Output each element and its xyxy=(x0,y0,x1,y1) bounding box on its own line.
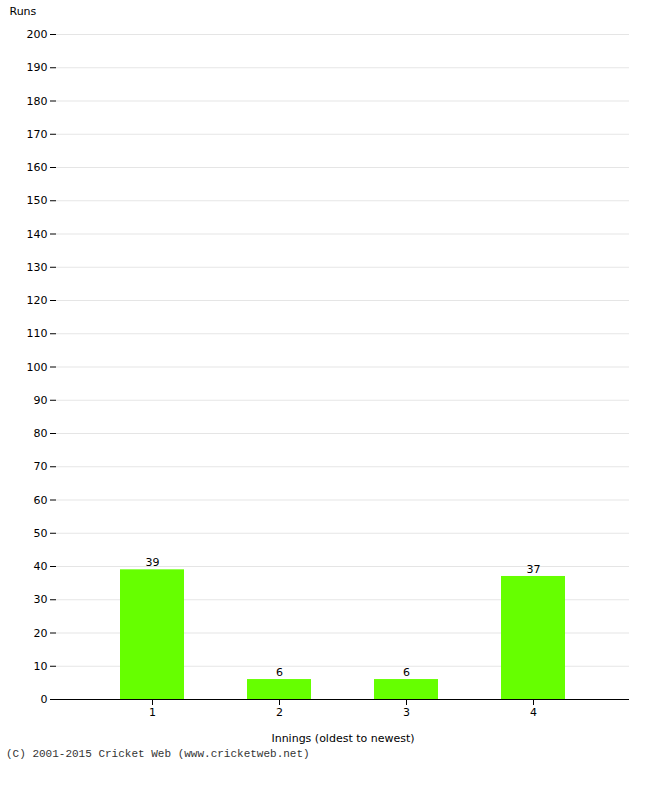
svg-text:180: 180 xyxy=(27,95,48,108)
svg-text:160: 160 xyxy=(27,161,48,174)
svg-text:10: 10 xyxy=(34,660,48,673)
svg-text:2: 2 xyxy=(276,706,283,719)
svg-text:1: 1 xyxy=(149,706,156,719)
svg-text:140: 140 xyxy=(27,228,48,241)
svg-text:39: 39 xyxy=(146,556,160,569)
svg-text:130: 130 xyxy=(27,261,48,274)
svg-text:Innings (oldest to newest): Innings (oldest to newest) xyxy=(271,732,414,745)
svg-text:6: 6 xyxy=(276,666,283,679)
svg-text:40: 40 xyxy=(34,560,48,573)
svg-text:6: 6 xyxy=(403,666,410,679)
svg-text:20: 20 xyxy=(34,627,48,640)
svg-text:170: 170 xyxy=(27,128,48,141)
svg-text:110: 110 xyxy=(27,327,48,340)
svg-text:30: 30 xyxy=(34,593,48,606)
svg-text:50: 50 xyxy=(34,527,48,540)
svg-text:Runs: Runs xyxy=(10,5,37,18)
svg-text:70: 70 xyxy=(34,460,48,473)
html-text:(C) 2001-2015 Cricket Web (www: (C) 2001-2015 Cricket Web (www.cricketwe… xyxy=(6,748,310,760)
svg-text:90: 90 xyxy=(34,394,48,407)
svg-text:4: 4 xyxy=(530,706,537,719)
svg-text:0: 0 xyxy=(41,693,48,706)
svg-text:190: 190 xyxy=(27,61,48,74)
svg-text:100: 100 xyxy=(27,361,48,374)
svg-text:60: 60 xyxy=(34,494,48,507)
svg-text:120: 120 xyxy=(27,294,48,307)
svg-text:150: 150 xyxy=(27,194,48,207)
svg-text:200: 200 xyxy=(27,28,48,41)
svg-text:3: 3 xyxy=(403,706,410,719)
svg-text:80: 80 xyxy=(34,427,48,440)
svg-text:37: 37 xyxy=(527,563,541,576)
